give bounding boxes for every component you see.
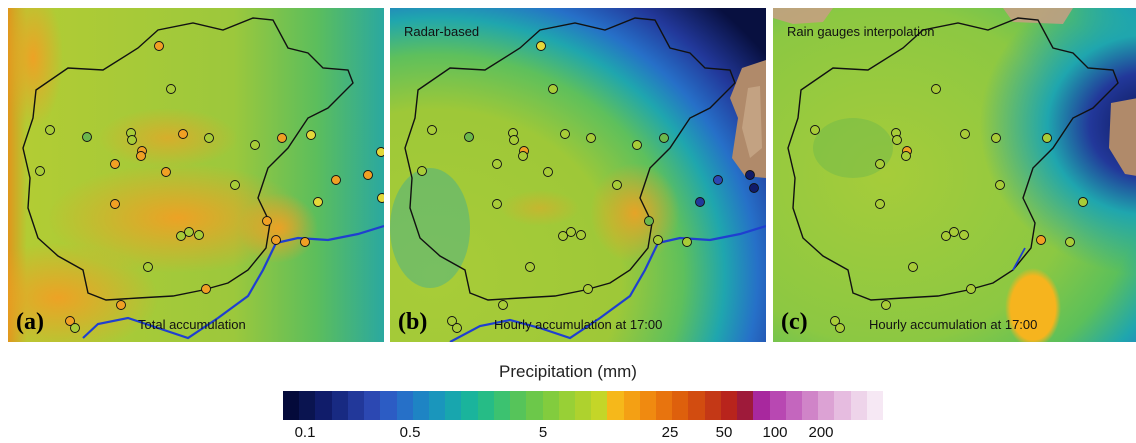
colorbar-swatch [558, 391, 575, 420]
colorbar-swatch [283, 391, 300, 420]
panel-top-caption: Radar-based [404, 24, 480, 39]
colorbar-swatch [607, 391, 624, 420]
colorbar-swatch [591, 391, 608, 420]
colorbar-swatch [461, 391, 478, 420]
colorbar-tick-label: 200 [808, 424, 834, 441]
colorbar-tick-label: 0.5 [399, 424, 421, 441]
colorbar-tick-label: 0.1 [294, 424, 316, 441]
colorbar-tick-label: 25 [661, 424, 679, 441]
precipitation-map-b [390, 8, 766, 342]
colorbar-swatch [574, 391, 592, 420]
panel-top-caption: Rain gauges interpolation [787, 24, 935, 39]
map-panel-total-accumulation: (a) Total accumulation [8, 8, 384, 342]
colorbar-swatch [526, 391, 543, 420]
colorbar-swatch [720, 391, 738, 420]
legend-title: Precipitation (mm) [499, 362, 637, 381]
colorbar-swatch [331, 391, 348, 420]
station-markers [35, 41, 384, 333]
panel-letter: (b) [398, 309, 428, 335]
colorbar-tick-label: 50 [715, 424, 733, 441]
colorbar-swatch [510, 391, 527, 420]
colorbar-tick-label: 5 [538, 424, 548, 441]
colorbar-swatch [542, 391, 559, 420]
colorbar-swatch [769, 391, 786, 420]
colorbar-swatch [315, 391, 332, 420]
colorbar-swatch [850, 391, 867, 420]
colorbar-swatch [412, 391, 429, 420]
colorbar-swatch [380, 391, 397, 420]
station-markers [810, 84, 1088, 333]
colorbar-swatch [623, 391, 640, 420]
colorbar-swatch [866, 391, 884, 420]
precipitation-map-a [8, 8, 384, 342]
colorbar-swatch [704, 391, 721, 420]
precipitation-colorbar [283, 391, 884, 420]
panel-letter: (c) [781, 309, 808, 335]
colorbar-swatch [299, 391, 316, 420]
panel-caption: Total accumulation [138, 317, 246, 332]
colorbar-swatch [818, 391, 835, 420]
panel-caption: Hourly accumulation at 17:00 [494, 317, 663, 332]
precipitation-map-c [773, 8, 1136, 342]
colorbar-swatch [445, 391, 462, 420]
map-panel-rain-gauges-interpolation: Rain gauges interpolation (c) Hourly acc… [773, 8, 1136, 342]
colorbar-swatch [493, 391, 511, 420]
colorbar-swatch [656, 391, 673, 420]
panel-letter: (a) [16, 309, 44, 335]
colorbar-swatch [364, 391, 381, 420]
colorbar-swatch [737, 391, 754, 420]
catchment-boundary [22, 17, 354, 301]
colorbar-swatch [785, 391, 802, 420]
map-panel-radar-based: Radar-based (b) Hourly accumulation at 1… [390, 8, 766, 342]
colorbar-swatch [672, 391, 689, 420]
station-markers [417, 41, 759, 333]
colorbar-swatch [753, 391, 770, 420]
colorbar-swatch [639, 391, 657, 420]
colorbar-swatch [428, 391, 446, 420]
colorbar-tick-label: 100 [762, 424, 788, 441]
colorbar-swatch [477, 391, 494, 420]
colorbar-swatch [834, 391, 851, 420]
colorbar-swatch [396, 391, 413, 420]
colorbar-swatch [802, 391, 819, 420]
colorbar-swatch [347, 391, 365, 420]
panel-caption: Hourly accumulation at 17:00 [869, 317, 1038, 332]
colorbar-swatch [688, 391, 705, 420]
